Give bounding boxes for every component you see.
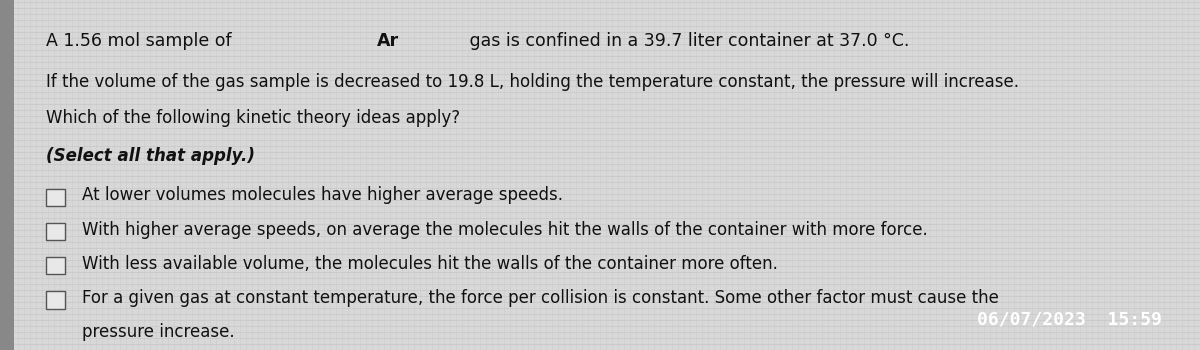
Text: Ar: Ar — [377, 32, 398, 49]
Text: If the volume of the gas sample is decreased to 19.8 L, holding the temperature : If the volume of the gas sample is decre… — [46, 73, 1019, 91]
Text: A 1.56 mol sample of: A 1.56 mol sample of — [46, 32, 236, 49]
Text: With less available volume, the molecules hit the walls of the container more of: With less available volume, the molecule… — [82, 255, 778, 273]
Text: gas is confined in a 39.7 liter container at 37.0 °C.: gas is confined in a 39.7 liter containe… — [464, 32, 910, 49]
Bar — [46, 292, 65, 309]
Bar — [46, 223, 65, 240]
Text: With higher average speeds, on average the molecules hit the walls of the contai: With higher average speeds, on average t… — [82, 220, 928, 239]
Bar — [46, 189, 65, 206]
Text: pressure increase.: pressure increase. — [82, 323, 234, 341]
Text: (Select all that apply.): (Select all that apply.) — [46, 147, 254, 165]
Text: For a given gas at constant temperature, the force per collision is constant. So: For a given gas at constant temperature,… — [82, 289, 998, 307]
Text: At lower volumes molecules have higher average speeds.: At lower volumes molecules have higher a… — [82, 186, 563, 204]
Bar — [46, 257, 65, 274]
Text: Which of the following kinetic theory ideas apply?: Which of the following kinetic theory id… — [46, 109, 460, 127]
Bar — [0, 0, 14, 350]
Text: 06/07/2023  15:59: 06/07/2023 15:59 — [977, 311, 1162, 329]
